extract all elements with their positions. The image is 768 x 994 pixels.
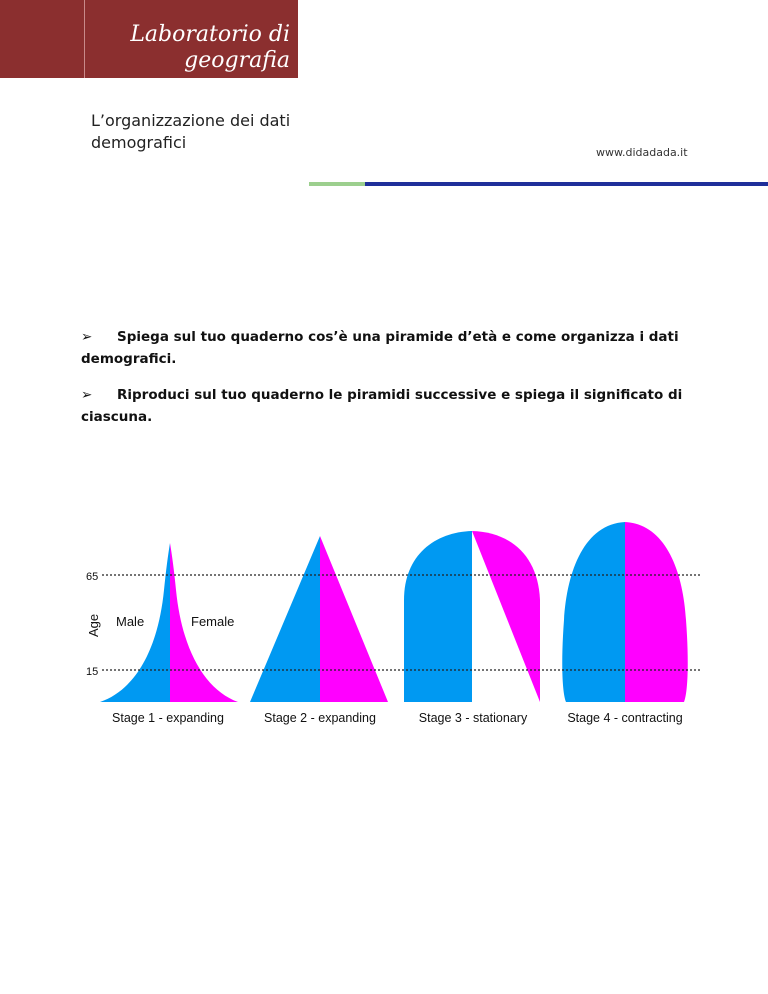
page-subtitle: L’organizzazione dei dati demografici [91, 111, 291, 152]
stage4-male-shape [562, 522, 625, 702]
stage1-female-shape [170, 543, 238, 702]
bullet-item-2: ➢ Riproduci sul tuo quaderno le piramidi … [81, 384, 701, 428]
stage2-female-shape [320, 536, 388, 702]
stage3-female-shape [472, 531, 540, 702]
tick-65: 65 [86, 571, 98, 583]
header-rule-accent [309, 182, 365, 186]
population-pyramids-figure: 65 15 Age Male Female Stage 1 - expandin… [70, 510, 710, 734]
stage1-male-shape [100, 543, 170, 702]
bullet-item-1: ➢ Spiega sul tuo quaderno cos’è una piram… [81, 326, 701, 370]
page-title: Laboratorio di geografia [130, 22, 290, 73]
stage4-label: Stage 4 - contracting [567, 711, 682, 725]
title-banner: Laboratorio di geografia [0, 0, 298, 78]
stage1-label: Stage 1 - expanding [112, 711, 224, 725]
stage4-female-shape [625, 522, 688, 702]
stage3-label: Stage 3 - stationary [419, 711, 528, 725]
female-label: Female [191, 614, 234, 629]
stage2-label: Stage 2 - expanding [264, 711, 376, 725]
pyramids-svg: 65 15 Age Male Female Stage 1 - expandin… [86, 522, 702, 725]
male-label: Male [116, 614, 144, 629]
arrow-bullet-icon: ➢ [81, 387, 93, 403]
age-axis-label: Age [86, 614, 101, 637]
bullet-text-2: Riproduci sul tuo quaderno le piramidi s… [81, 387, 683, 425]
arrow-bullet-icon: ➢ [81, 329, 93, 345]
banner-divider [84, 0, 85, 78]
header-rule [365, 182, 768, 186]
bullet-text-1: Spiega sul tuo quaderno cos’è una pirami… [81, 329, 679, 367]
tick-15: 15 [86, 666, 98, 678]
website-link[interactable]: www.didadada.it [596, 146, 688, 159]
stage3-male-shape [404, 531, 472, 702]
stage2-male-shape [250, 536, 320, 702]
